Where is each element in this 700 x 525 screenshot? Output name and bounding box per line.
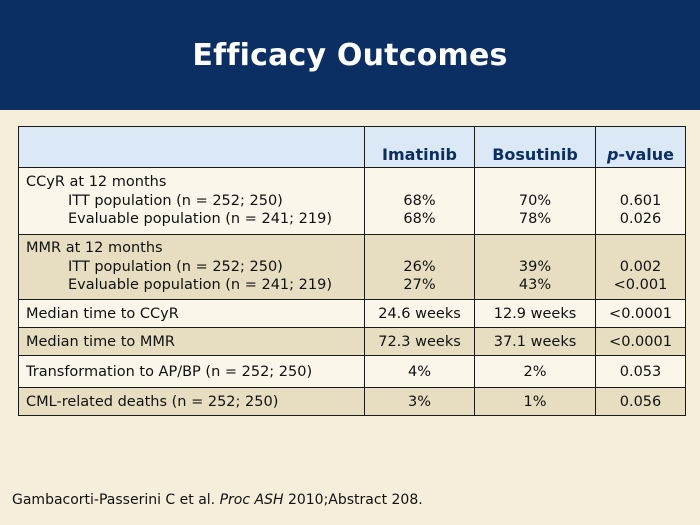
pvalue-cell: 0.601 0.026 xyxy=(595,167,686,235)
header-cell-blank xyxy=(18,126,365,168)
imatinib-cell: 26% 27% xyxy=(364,234,475,300)
pvalue-cell: 0.053 xyxy=(595,355,686,388)
pvalue-cell: 0.002 <0.001 xyxy=(595,234,686,300)
header-imatinib: Imatinib xyxy=(364,126,475,168)
table-row: Median time to CCyR 24.6 weeks 12.9 week… xyxy=(18,299,686,328)
table-row: CCyR at 12 months ITT population (n = 25… xyxy=(18,167,686,235)
row-label: CCyR at 12 months ITT population (n = 25… xyxy=(18,167,365,235)
row-label: Transformation to AP/BP (n = 252; 250) xyxy=(18,355,365,388)
efficacy-table: Imatinib Bosutinib p-value CCyR at 12 mo… xyxy=(18,126,686,416)
imatinib-cell: 68% 68% xyxy=(364,167,475,235)
bosutinib-cell: 12.9 weeks xyxy=(474,299,596,328)
row-label: Median time to CCyR xyxy=(18,299,365,328)
imatinib-cell: 3% xyxy=(364,387,475,416)
table-row: Median time to MMR 72.3 weeks 37.1 weeks… xyxy=(18,327,686,356)
row-label: Median time to MMR xyxy=(18,327,365,356)
citation: Gambacorti-Passerini C et al. Proc ASH 2… xyxy=(12,492,423,508)
header-bosutinib: Bosutinib xyxy=(474,126,596,168)
bosutinib-cell: 39% 43% xyxy=(474,234,596,300)
pvalue-cell: <0.0001 xyxy=(595,327,686,356)
header-pvalue: p-value xyxy=(595,126,686,168)
row-label: CML-related deaths (n = 252; 250) xyxy=(18,387,365,416)
bosutinib-cell: 70% 78% xyxy=(474,167,596,235)
imatinib-cell: 72.3 weeks xyxy=(364,327,475,356)
citation-authors: Gambacorti-Passerini C et al. xyxy=(12,492,216,508)
bosutinib-cell: 2% xyxy=(474,355,596,388)
title-banner: Efficacy Outcomes xyxy=(0,0,700,110)
table-row: MMR at 12 months ITT population (n = 252… xyxy=(18,234,686,300)
row-label: MMR at 12 months ITT population (n = 252… xyxy=(18,234,365,300)
table-row: CML-related deaths (n = 252; 250) 3% 1% … xyxy=(18,387,686,416)
imatinib-cell: 4% xyxy=(364,355,475,388)
pvalue-cell: <0.0001 xyxy=(595,299,686,328)
slide-title: Efficacy Outcomes xyxy=(192,37,508,73)
pvalue-cell: 0.056 xyxy=(595,387,686,416)
imatinib-cell: 24.6 weeks xyxy=(364,299,475,328)
citation-journal: Proc ASH xyxy=(219,492,284,508)
citation-rest: 2010;Abstract 208. xyxy=(287,492,423,508)
bosutinib-cell: 37.1 weeks xyxy=(474,327,596,356)
table-header-row: Imatinib Bosutinib p-value xyxy=(18,126,686,168)
table-row: Transformation to AP/BP (n = 252; 250) 4… xyxy=(18,355,686,388)
bosutinib-cell: 1% xyxy=(474,387,596,416)
